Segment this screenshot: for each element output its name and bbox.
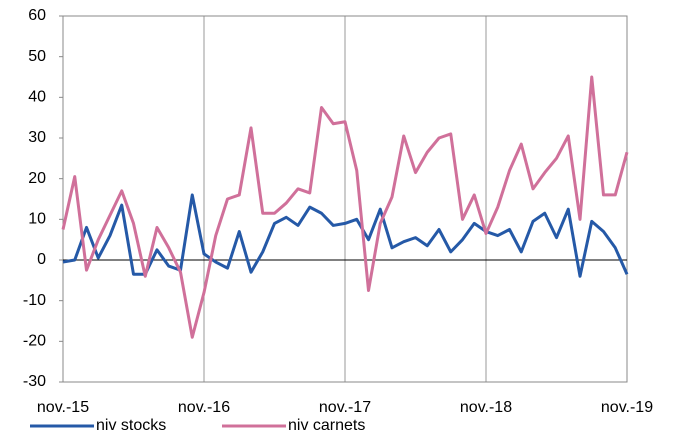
y-tick-label: -10 (23, 292, 46, 309)
series-line (61, 75, 629, 339)
y-tick-label: -20 (23, 333, 46, 350)
y-tick-label: -30 (23, 373, 46, 390)
legend-label: niv stocks (96, 417, 166, 434)
y-tick-label: 30 (28, 129, 46, 146)
x-tick-label: nov.-17 (319, 399, 371, 416)
x-tick-label: nov.-19 (601, 399, 653, 416)
y-tick-label: 10 (28, 211, 46, 228)
y-tick-label: 0 (37, 251, 46, 268)
plot-frame (62, 15, 628, 383)
y-tick-label: 20 (28, 170, 46, 187)
y-tick-label: 50 (28, 48, 46, 65)
x-tick-label: nov.-18 (460, 399, 512, 416)
series-line (62, 193, 629, 278)
x-tick-label: nov.-16 (178, 399, 230, 416)
x-tick-label: nov.-15 (37, 399, 89, 416)
legend-label: niv carnets (288, 417, 365, 434)
y-tick-label: 40 (28, 89, 46, 106)
y-tick-label: 60 (28, 7, 46, 24)
